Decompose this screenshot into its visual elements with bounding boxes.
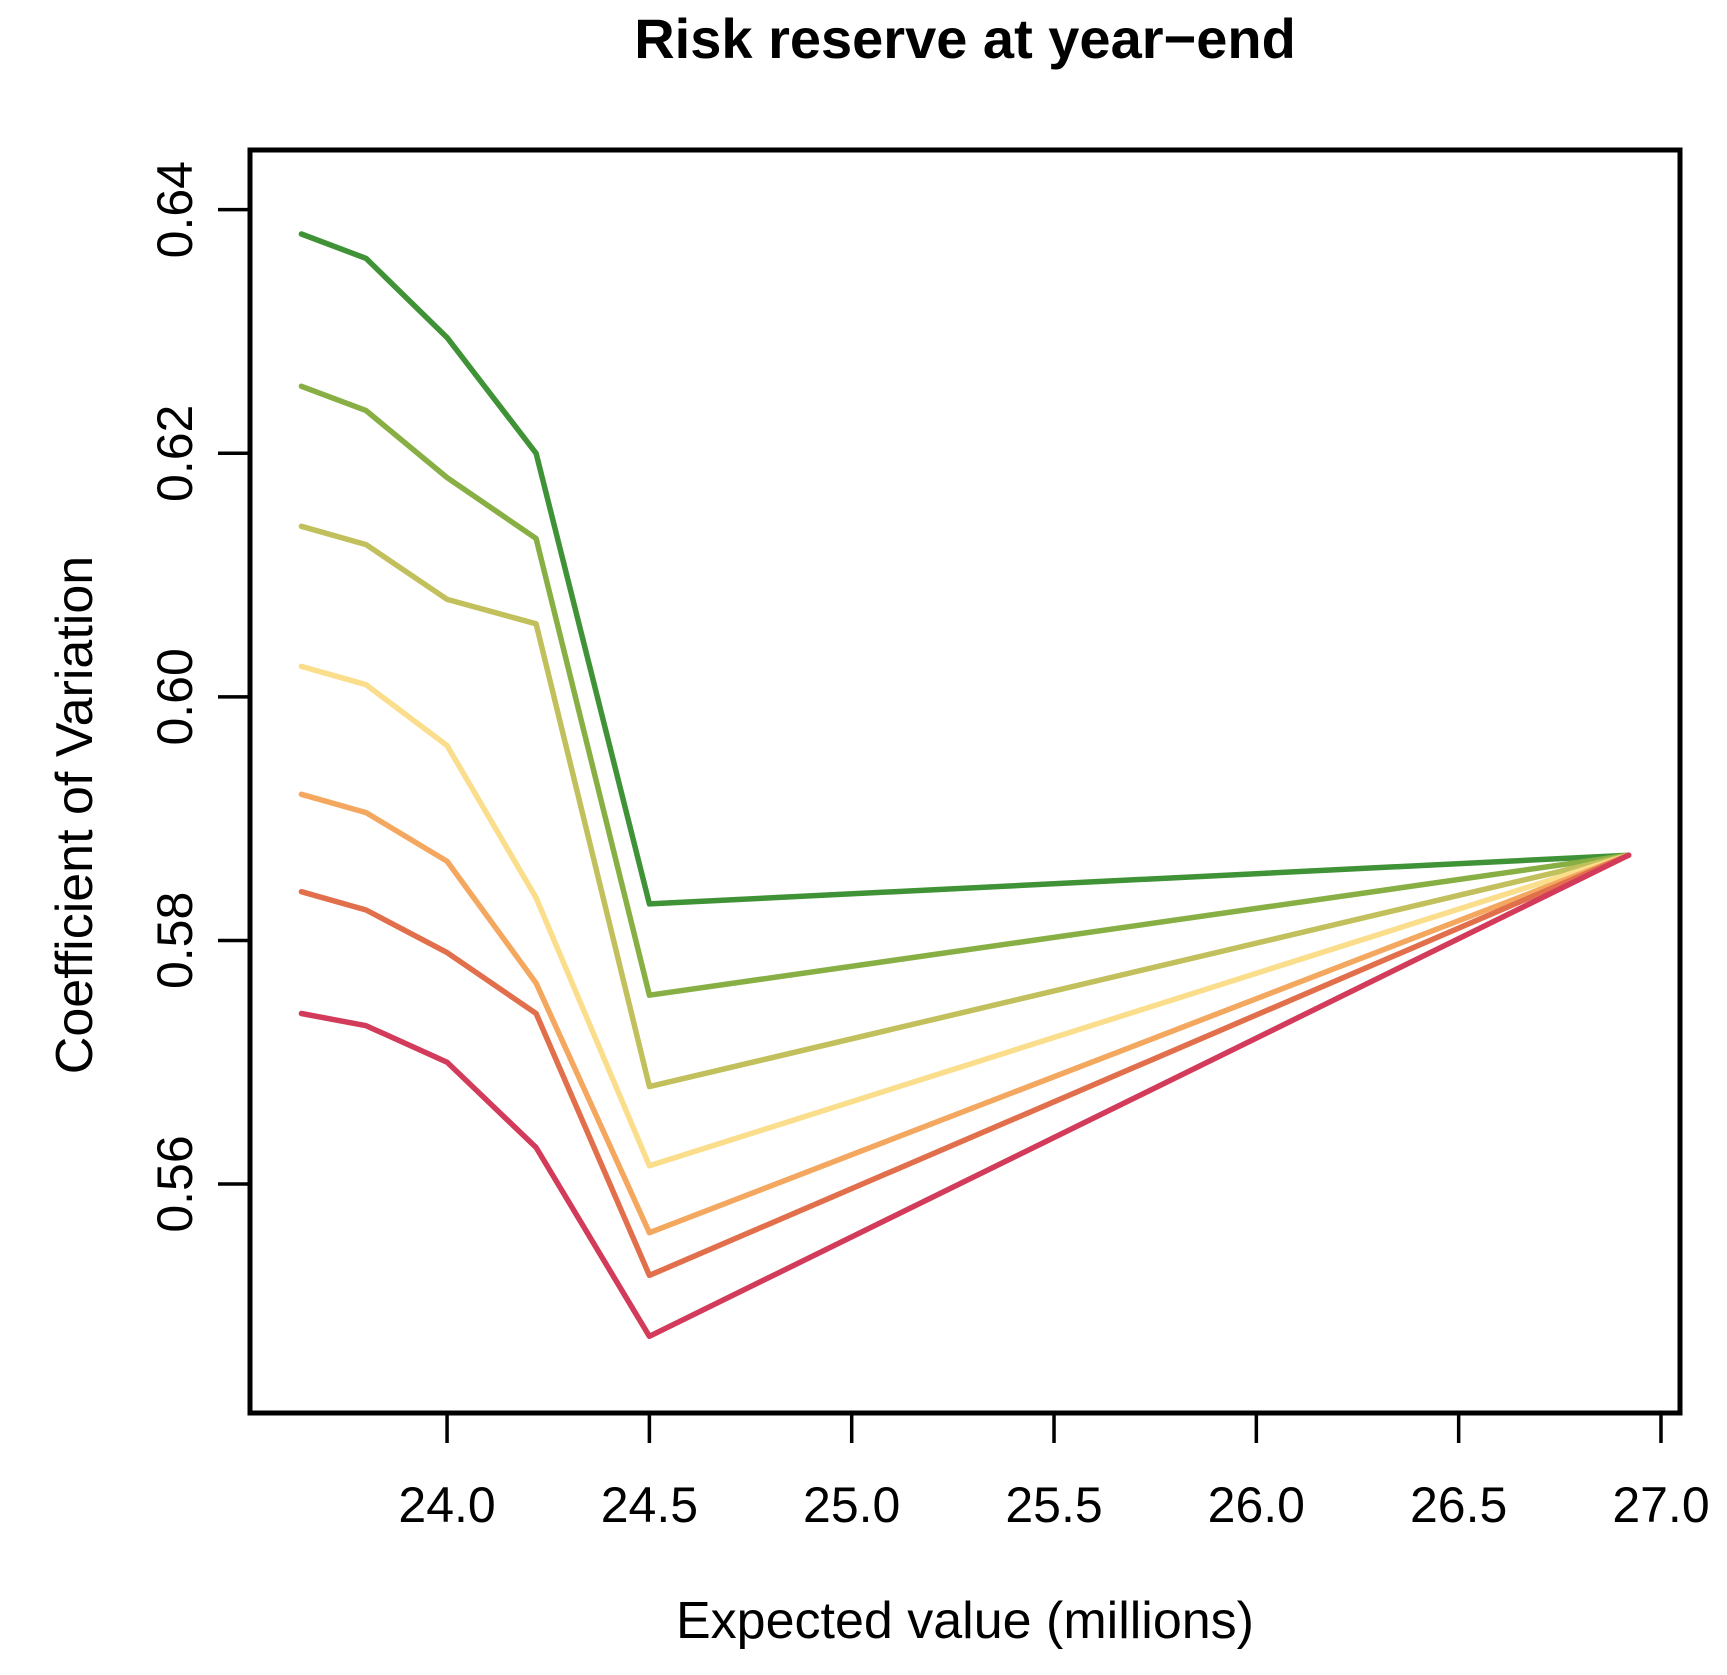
y-axis-label: Coefficient of Variation bbox=[46, 556, 104, 1074]
plot-border bbox=[247, 147, 1683, 1416]
x-tick-label: 25.5 bbox=[1005, 1477, 1102, 1533]
x-tick-label: 26.5 bbox=[1410, 1477, 1507, 1533]
series-line-6 bbox=[298, 852, 1632, 1279]
x-axis-label: Expected value (millions) bbox=[676, 1592, 1254, 1650]
y-tick-label: 0.56 bbox=[147, 1135, 203, 1232]
x-tick-label: 25.0 bbox=[803, 1477, 900, 1533]
series-line-1 bbox=[298, 231, 1632, 907]
x-tick-label: 27.0 bbox=[1612, 1477, 1709, 1533]
y-axis: 0.56 0.58 0.60 0.62 0.64 bbox=[147, 161, 250, 1233]
x-tick-label: 26.0 bbox=[1208, 1477, 1305, 1533]
series-line-3 bbox=[298, 523, 1632, 1090]
series-line-5 bbox=[298, 791, 1632, 1236]
chart-title: Risk reserve at year−end bbox=[634, 7, 1296, 70]
series-line-7 bbox=[298, 852, 1632, 1340]
y-tick-label: 0.62 bbox=[147, 405, 203, 502]
x-axis: 24.0 24.5 25.0 25.5 26.0 26.5 27.0 bbox=[398, 1413, 1710, 1533]
series-line-2 bbox=[298, 383, 1632, 998]
series-line-4 bbox=[298, 663, 1632, 1169]
y-tick-label: 0.64 bbox=[147, 161, 203, 258]
data-series-group bbox=[298, 231, 1632, 1340]
x-tick-label: 24.5 bbox=[601, 1477, 698, 1533]
x-tick-label: 24.0 bbox=[398, 1477, 495, 1533]
y-tick-label: 0.60 bbox=[147, 648, 203, 745]
y-tick-label: 0.58 bbox=[147, 892, 203, 989]
